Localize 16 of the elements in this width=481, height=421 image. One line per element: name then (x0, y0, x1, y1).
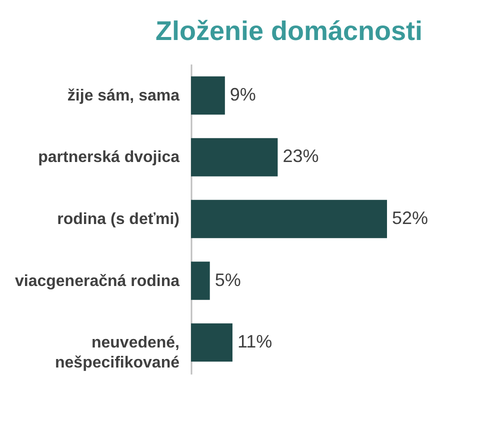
data-label: 5% (214, 270, 241, 290)
y-tick-label: rodina (s deťmi) (57, 211, 180, 228)
chart-title: Zloženie domácnosti (155, 16, 423, 46)
bar (191, 76, 225, 115)
data-label: 9% (230, 84, 256, 104)
y-tick-label: viacgeneračná rodina (14, 272, 180, 290)
data-label: 11% (237, 332, 272, 352)
data-label: 52% (392, 208, 428, 228)
y-tick-label: partnerská dvojica (38, 149, 180, 166)
data-label: 23% (282, 146, 319, 166)
bar (191, 262, 210, 300)
bar (191, 138, 278, 176)
bar (191, 323, 232, 362)
y-tick-label: neuvedené, nešpecifikované (55, 334, 180, 372)
y-tick-label: žije sám, sama (67, 87, 180, 104)
bar (191, 200, 387, 238)
